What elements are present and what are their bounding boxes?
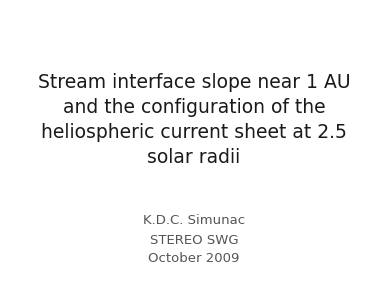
- Text: K.D.C. Simunac
STEREO SWG
October 2009: K.D.C. Simunac STEREO SWG October 2009: [143, 214, 245, 266]
- Text: Stream interface slope near 1 AU
and the configuration of the
heliospheric curre: Stream interface slope near 1 AU and the…: [38, 73, 350, 167]
